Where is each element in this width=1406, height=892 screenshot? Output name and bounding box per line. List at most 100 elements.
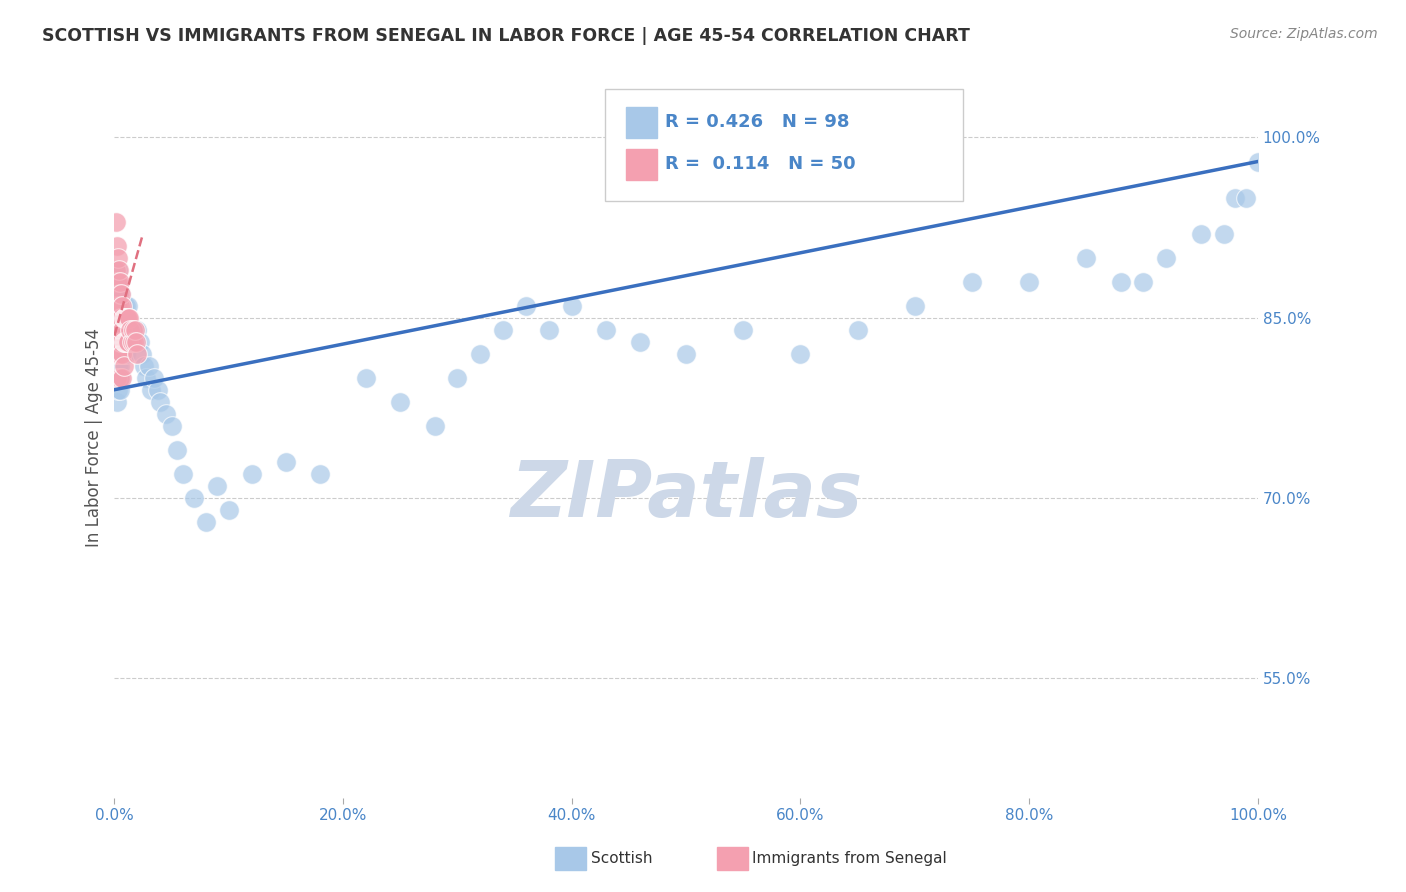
Point: [1234, 190, 1257, 204]
Point: [108, 286, 131, 301]
Point: [118, 310, 141, 325]
Point: [240, 467, 263, 481]
Point: [115, 299, 138, 313]
Point: [105, 347, 128, 361]
Point: [146, 383, 169, 397]
Point: [105, 275, 128, 289]
Point: [470, 347, 492, 361]
Point: [1132, 275, 1154, 289]
Text: Immigrants from Senegal: Immigrants from Senegal: [752, 851, 948, 865]
Point: [423, 418, 446, 433]
Point: [107, 262, 129, 277]
Point: [107, 334, 129, 349]
Point: [107, 299, 129, 313]
Point: [1247, 154, 1270, 169]
Point: [104, 262, 127, 277]
Point: [114, 334, 136, 349]
Point: [194, 515, 217, 529]
Point: [117, 310, 139, 325]
Point: [112, 334, 135, 349]
Point: [105, 394, 128, 409]
Point: [117, 299, 139, 313]
Point: [108, 299, 131, 313]
Point: [110, 310, 132, 325]
Point: [155, 407, 177, 421]
Point: [127, 347, 149, 361]
Point: [104, 214, 127, 228]
Point: [110, 334, 132, 349]
Text: SCOTTISH VS IMMIGRANTS FROM SENEGAL IN LABOR FORCE | AGE 45-54 CORRELATION CHART: SCOTTISH VS IMMIGRANTS FROM SENEGAL IN L…: [42, 27, 970, 45]
Point: [110, 286, 132, 301]
Point: [121, 323, 143, 337]
Text: Scottish: Scottish: [591, 851, 652, 865]
Point: [492, 323, 515, 337]
Point: [115, 310, 138, 325]
Point: [139, 383, 162, 397]
Point: [108, 310, 131, 325]
Point: [114, 310, 136, 325]
Point: [115, 310, 138, 325]
Point: [104, 286, 127, 301]
Point: [115, 310, 138, 325]
Point: [354, 370, 377, 384]
Point: [107, 275, 129, 289]
Point: [115, 334, 138, 349]
Point: [127, 323, 149, 337]
Point: [122, 334, 145, 349]
Point: [1076, 251, 1098, 265]
Point: [128, 334, 150, 349]
Point: [135, 370, 157, 384]
Point: [309, 467, 332, 481]
Point: [166, 442, 188, 457]
Point: [107, 286, 129, 301]
Point: [117, 334, 139, 349]
Point: [108, 323, 131, 337]
Point: [108, 370, 131, 384]
Point: [108, 334, 131, 349]
Point: [789, 347, 811, 361]
Point: [105, 323, 128, 337]
Point: [537, 323, 560, 337]
Y-axis label: In Labor Force | Age 45-54: In Labor Force | Age 45-54: [86, 328, 103, 548]
Point: [125, 334, 148, 349]
Point: [108, 275, 131, 289]
Point: [107, 383, 129, 397]
Point: [110, 310, 132, 325]
Point: [120, 323, 142, 337]
Point: [111, 347, 134, 361]
Point: [389, 394, 412, 409]
Point: [160, 418, 183, 433]
Point: [108, 383, 131, 397]
Point: [111, 299, 134, 313]
Point: [733, 323, 755, 337]
Point: [846, 323, 869, 337]
Point: [108, 334, 131, 349]
Point: [117, 323, 139, 337]
Point: [675, 347, 697, 361]
Point: [121, 334, 143, 349]
Point: [628, 334, 651, 349]
Point: [111, 299, 134, 313]
Point: [120, 323, 142, 337]
Point: [134, 359, 156, 373]
Point: [1156, 251, 1178, 265]
Point: [111, 323, 134, 337]
Point: [124, 323, 146, 337]
Point: [172, 467, 194, 481]
Point: [104, 323, 127, 337]
Point: [112, 323, 135, 337]
Point: [118, 310, 141, 325]
Point: [108, 286, 131, 301]
Point: [108, 370, 131, 384]
Point: [114, 310, 136, 325]
Point: [111, 370, 134, 384]
Point: [125, 334, 148, 349]
Point: [115, 347, 138, 361]
Point: [1109, 275, 1132, 289]
Point: [274, 455, 297, 469]
Point: [131, 347, 153, 361]
Point: [561, 299, 583, 313]
Point: [108, 299, 131, 313]
Point: [515, 299, 537, 313]
Point: [104, 370, 127, 384]
